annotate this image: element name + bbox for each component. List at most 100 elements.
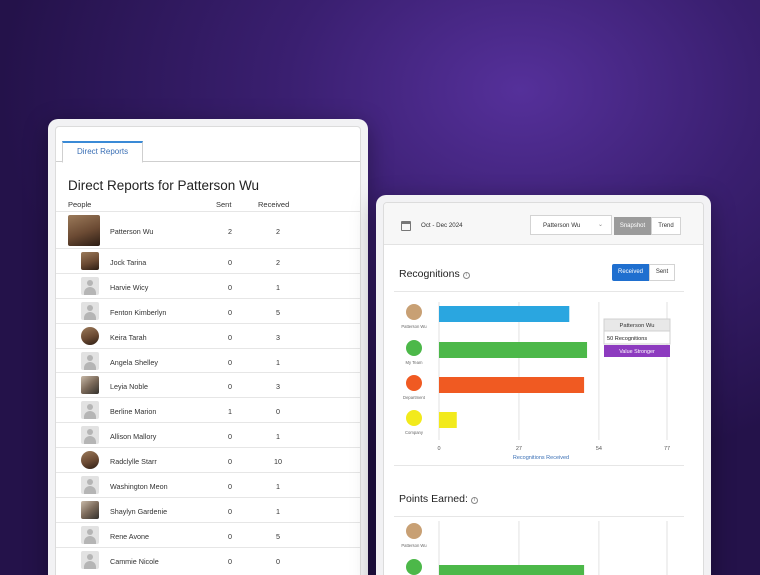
tab-direct-reports[interactable]: Direct Reports	[62, 141, 144, 163]
tab-trend[interactable]: Trend	[651, 217, 681, 235]
divider	[394, 516, 684, 517]
bar[interactable]	[439, 306, 570, 322]
category-icon	[406, 375, 422, 391]
table-row[interactable]: Harvie Wicy 0 1	[56, 272, 360, 298]
table-row[interactable]: Berline Marion 1 0	[56, 397, 360, 422]
person-select[interactable]: Patterson Wu ⌄	[530, 215, 612, 235]
row-received: 5	[276, 307, 280, 317]
category-label: Patterson Wu	[401, 543, 427, 548]
category-label: My Team	[406, 360, 423, 365]
row-received: 2	[276, 258, 280, 267]
row-sent: 0	[228, 482, 232, 492]
category-label: Company	[405, 430, 424, 435]
person-select-value: Patterson Wu	[543, 222, 581, 229]
table-row[interactable]: Shaylyn Gardenie 0 1	[56, 496, 360, 522]
row-sent: 0	[228, 307, 232, 317]
table-row[interactable]: Allison Mallory 0 1	[56, 422, 360, 447]
points-title-text: Points Earned:	[399, 493, 468, 505]
avatar	[81, 276, 99, 295]
row-name[interactable]: Patterson Wu	[110, 227, 154, 236]
row-sent: 0	[228, 556, 232, 566]
row-name[interactable]: Harvie Wicy	[110, 282, 149, 292]
info-icon[interactable]: i	[470, 497, 478, 504]
table-row[interactable]: Jock Tarina 0 2	[56, 248, 360, 273]
table-row[interactable]: Radclylle Starr 0 10	[56, 447, 360, 472]
row-name[interactable]: Cammie Nicole	[110, 556, 159, 566]
avatar	[81, 326, 99, 345]
row-name[interactable]: Rene Avone	[110, 531, 150, 541]
tooltip-name: Patterson Wu	[619, 323, 654, 329]
recognitions-chart: 0 27 54 77 Recognitions Received Patterson Wu…	[401, 302, 671, 461]
row-name[interactable]: Allison Mallory	[110, 432, 157, 442]
x-tick-label: 27	[516, 446, 522, 452]
row-sent: 0	[228, 457, 232, 467]
bar[interactable]	[439, 342, 588, 358]
x-tick-label: 0	[437, 446, 440, 452]
row-sent: 0	[228, 506, 232, 516]
row-received: 3	[276, 332, 280, 342]
avatar	[81, 550, 99, 569]
received-toggle[interactable]: Received	[612, 264, 649, 281]
tooltip-tag: Value Stronger	[619, 349, 655, 355]
row-received: 0	[276, 556, 280, 566]
avatar	[81, 476, 99, 495]
category-icon	[406, 304, 422, 320]
row-name[interactable]: Radclylle Starr	[110, 457, 157, 467]
row-sent: 0	[228, 432, 232, 442]
avatar	[68, 215, 100, 246]
row-sent: 0	[228, 332, 232, 342]
row-received: 1	[276, 282, 280, 292]
row-name[interactable]: Fenton Kimberlyn	[110, 307, 167, 317]
avatar	[81, 401, 99, 420]
date-range[interactable]: Oct - Dec 2024	[421, 222, 463, 229]
table-row[interactable]: Fenton Kimberlyn 0 5	[56, 297, 360, 323]
x-axis-label: Recognitions Received	[513, 455, 569, 461]
row-name[interactable]: Shaylyn Gardenie	[110, 506, 168, 516]
avatar	[81, 500, 99, 519]
row-name[interactable]: Washington Meon	[110, 482, 168, 492]
column-header-sent[interactable]: Sent	[216, 200, 232, 209]
tab-snapshot[interactable]: Snapshot	[614, 217, 651, 235]
row-name[interactable]: Berline Marion	[110, 407, 157, 417]
recognitions-title-text: Recognitions	[399, 268, 460, 280]
column-header-people[interactable]: People	[68, 200, 92, 209]
calendar-icon[interactable]	[401, 221, 411, 231]
avatar	[81, 252, 99, 270]
table-row[interactable]: Cammie Nicole 0 0	[56, 546, 360, 572]
table-row[interactable]: Keira Tarah 0 3	[56, 322, 360, 348]
table-row[interactable]: Angela Shelley 0 1	[56, 347, 360, 373]
table-row[interactable]: Patterson Wu 2 2	[56, 211, 360, 248]
row-sent: 0	[228, 282, 232, 292]
row-sent: 2	[228, 227, 232, 236]
row-name[interactable]: Angela Shelley	[110, 357, 158, 367]
direct-reports-card: Direct Reports Direct Reports for Patter…	[48, 119, 368, 575]
table-row[interactable]: Leyia Noble 0 3	[56, 372, 360, 397]
recognitions-panel: Oct - Dec 2024 Patterson Wu ⌄ Snapshot T…	[383, 202, 704, 575]
divider	[394, 291, 684, 292]
column-header-received[interactable]: Received	[258, 200, 290, 209]
row-sent: 0	[228, 357, 232, 367]
filter-bar: Oct - Dec 2024 Patterson Wu ⌄ Snapshot T…	[384, 203, 703, 245]
bar[interactable]	[439, 412, 457, 428]
sent-toggle[interactable]: Sent	[649, 264, 675, 281]
row-sent: 0	[228, 258, 232, 267]
row-name[interactable]: Keira Tarah	[110, 332, 147, 342]
row-received: 1	[276, 482, 280, 492]
avatar	[81, 301, 99, 320]
info-icon[interactable]: i	[462, 272, 470, 279]
category-label: Department	[403, 395, 426, 400]
table-row[interactable]: Washington Meon 0 1	[56, 472, 360, 497]
row-received: 1	[276, 357, 280, 367]
row-name[interactable]: Jock Tarina	[110, 258, 147, 267]
row-name[interactable]: Leyia Noble	[110, 382, 148, 392]
bar[interactable]	[439, 377, 585, 393]
points-title: Points Earned: i	[399, 493, 478, 505]
bar[interactable]	[439, 565, 585, 575]
avatar	[81, 426, 99, 445]
row-received: 10	[274, 457, 282, 467]
table-row[interactable]: Rene Avone 0 5	[56, 521, 360, 547]
row-received: 1	[276, 506, 280, 516]
direct-reports-table: Patterson Wu 2 2 Jock Tarina 0 2 Harvie Wicy 0 1…	[56, 211, 360, 572]
row-received: 1	[276, 432, 280, 442]
